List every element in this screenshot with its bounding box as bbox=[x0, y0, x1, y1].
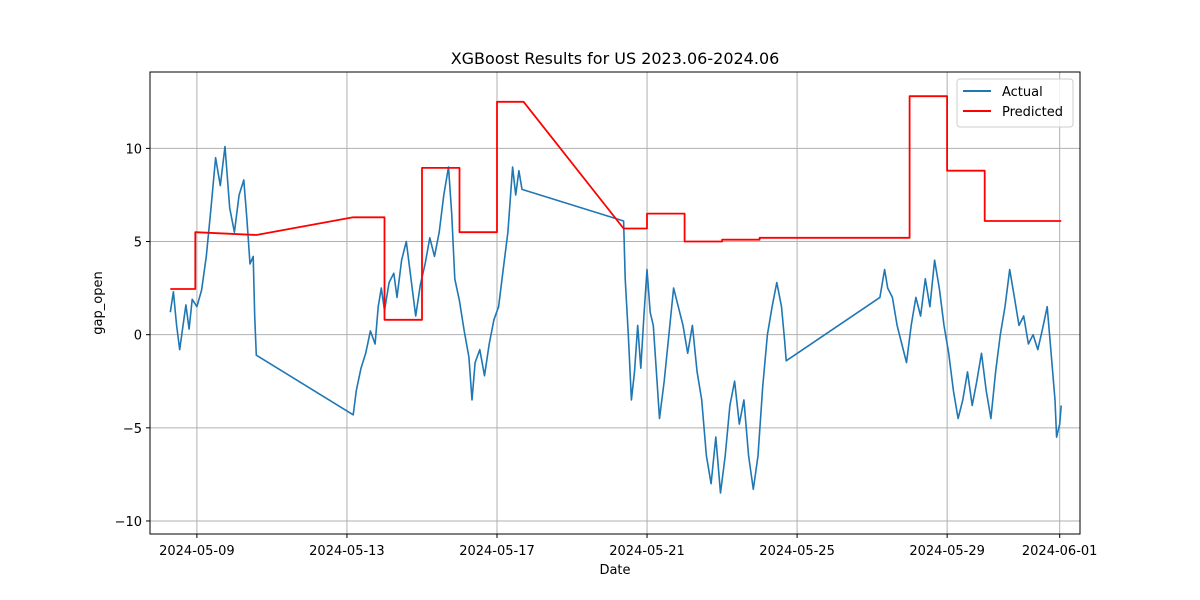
x-tick-label: 2024-05-13 bbox=[309, 544, 385, 559]
y-axis-label: gap_open bbox=[91, 271, 106, 334]
series-line-predicted bbox=[170, 95, 1062, 321]
x-tick-label: 2024-05-17 bbox=[459, 544, 535, 559]
x-axis: 2024-05-09 2024-05-13 2024-05-17 2024-05-21… bbox=[159, 534, 1097, 559]
x-tick-label: 2024-05-09 bbox=[159, 544, 235, 559]
y-tick-label: 5 bbox=[134, 236, 142, 251]
x-tick-label: 2024-05-21 bbox=[609, 544, 685, 559]
x-tick-label: 2024-06-01 bbox=[1022, 544, 1098, 559]
y-axis: −10 −5 0 5 10 bbox=[115, 142, 150, 530]
legend-label-predicted: Predicted bbox=[1002, 105, 1063, 120]
chart-title: XGBoost Results for US 2023.06-2024.06 bbox=[451, 49, 780, 68]
legend: Actual Predicted bbox=[956, 78, 1074, 128]
series-layer bbox=[169, 95, 1062, 494]
x-tick-label: 2024-05-29 bbox=[909, 544, 985, 559]
series-line-actual bbox=[169, 145, 1062, 494]
plot-frame bbox=[149, 71, 1081, 535]
x-tick-label: 2024-05-25 bbox=[759, 544, 835, 559]
y-tick-label: 10 bbox=[125, 142, 142, 157]
y-tick-label: −5 bbox=[123, 422, 142, 437]
x-axis-label: Date bbox=[599, 563, 630, 578]
y-tick-label: −10 bbox=[115, 515, 142, 530]
legend-label-actual: Actual bbox=[1002, 85, 1043, 100]
y-tick-label: 0 bbox=[134, 329, 142, 344]
